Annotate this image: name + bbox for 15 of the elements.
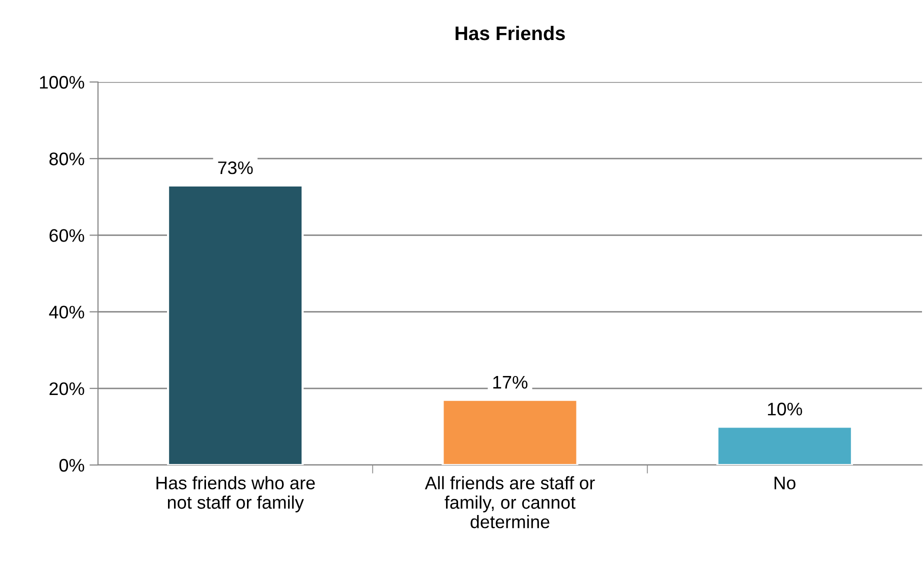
y-tick-label: 100% (40, 76, 84, 89)
y-tick-label: 60% (50, 229, 84, 242)
x-tick-label: Has friends who are not staff or family (156, 476, 315, 512)
bar (716, 426, 854, 465)
y-tick-label: 0% (59, 458, 84, 472)
x-tick-label: No (774, 476, 796, 490)
bar (442, 398, 578, 465)
data-label: 73% (218, 161, 253, 174)
data-label: 17% (493, 376, 528, 389)
y-tick-label: 80% (49, 152, 84, 166)
data-label: 10% (768, 402, 802, 416)
x-tick-label: All friends are staff or family, or cannot determine (424, 476, 595, 528)
chart-title: Has Friends (456, 26, 565, 40)
y-tick-label: 40% (49, 306, 84, 319)
y-tick-label: 20% (50, 382, 84, 396)
